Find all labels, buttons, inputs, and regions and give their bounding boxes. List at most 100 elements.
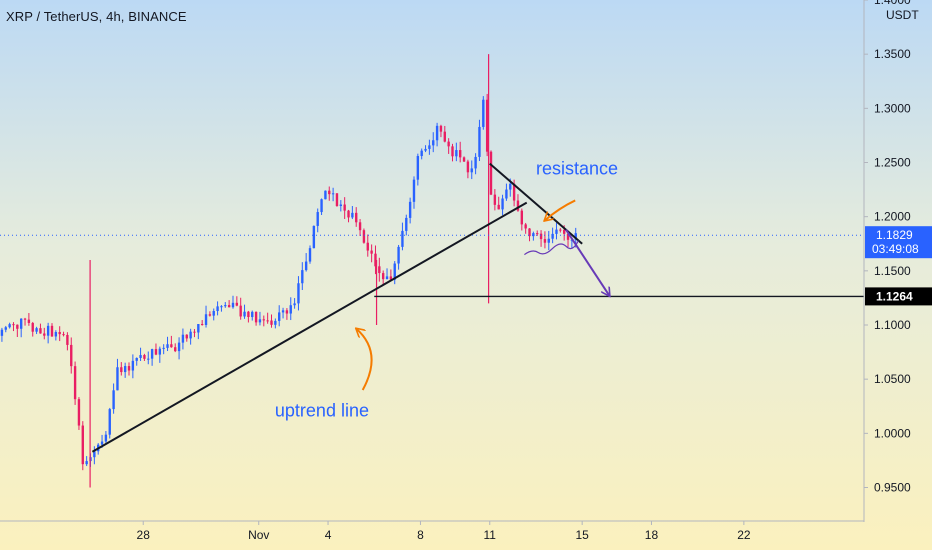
uptrend-label: uptrend line (275, 401, 369, 421)
current-price-value: 1.1829 (876, 228, 913, 242)
candle-body (12, 324, 15, 326)
candle-body (4, 327, 7, 330)
candle-body (516, 200, 520, 211)
resistance-pointer-arrow (544, 199, 576, 221)
candle-body (389, 276, 393, 280)
price-tick-label: 0.9500 (874, 481, 911, 495)
candle-body (239, 305, 242, 317)
candle-body (428, 145, 431, 149)
ticker-title: XRP / TetherUS, 4h, BINANCE (6, 9, 187, 24)
projection-arrow[interactable] (565, 229, 610, 297)
candle-body (424, 148, 427, 151)
candle-body (224, 305, 227, 307)
candle-body (262, 319, 265, 321)
level-price-badge (865, 287, 932, 306)
candle-body (451, 146, 454, 157)
candle-series (0, 54, 577, 488)
candle-body (70, 344, 73, 367)
candle-body (509, 183, 512, 190)
time-tick-label: 15 (575, 528, 589, 542)
uptrend-pointer-arrow (356, 328, 373, 391)
candle-body (278, 312, 281, 321)
candle-body (200, 324, 204, 326)
candle-body (85, 461, 88, 465)
candle-body (31, 322, 34, 332)
candle-body (539, 233, 543, 240)
candle-body (189, 331, 192, 339)
candle-body (131, 360, 135, 371)
candle-body (216, 306, 219, 312)
candle-body (112, 390, 115, 410)
candle-body (478, 126, 481, 157)
price-tick-label: 1.4000 (874, 0, 911, 7)
candle-body (405, 217, 408, 231)
candle-body (27, 319, 31, 323)
candle-body (505, 189, 508, 199)
candle-body (420, 150, 423, 157)
candle-body (154, 349, 158, 355)
price-tick-label: 1.2000 (874, 210, 911, 224)
candle-body (220, 306, 223, 308)
candle-body (270, 320, 273, 325)
candle-body (212, 311, 215, 316)
candle-body (443, 131, 446, 142)
candle-body (335, 193, 339, 207)
candle-body (266, 320, 269, 322)
candle-body (489, 151, 493, 195)
candle-body (566, 233, 570, 240)
candle-body (185, 334, 188, 339)
candle-body (162, 347, 165, 349)
candle-body (243, 311, 246, 317)
candle-body (174, 347, 177, 352)
candle-body (19, 318, 23, 329)
candle-body (274, 320, 277, 325)
candle-body (147, 358, 150, 360)
candle-countdown: 03:49:08 (872, 242, 919, 256)
candle-body (347, 210, 350, 218)
candle-body (158, 348, 162, 355)
candle-body (293, 303, 296, 306)
candle-body (247, 311, 250, 318)
candle-body (100, 441, 104, 445)
candle-body (127, 366, 131, 371)
candle-body (62, 334, 65, 336)
candle-body (324, 190, 327, 200)
candle-body (401, 230, 404, 247)
candle-body (362, 230, 366, 243)
candle-body (432, 140, 435, 146)
candle-body (370, 250, 373, 254)
candle-body (120, 367, 123, 373)
price-axis[interactable]: 1.4000 1.3500 1.3000 1.2500 1.2000 1.1500 1.10… (863, 0, 932, 550)
candle-body (374, 253, 377, 267)
candle-body (150, 349, 154, 359)
candle-body (351, 212, 354, 218)
candle-body (50, 325, 54, 337)
candle-body (328, 190, 331, 195)
candle-body (135, 357, 138, 361)
candle-body (43, 333, 46, 336)
candle-body (524, 224, 527, 229)
candle-body (208, 314, 212, 316)
candle-body (355, 212, 358, 223)
time-tick-label: 18 (645, 528, 659, 542)
candle-body (485, 99, 489, 152)
candle-body (447, 141, 450, 147)
candle-body (501, 198, 504, 210)
candle-body (231, 302, 235, 308)
candle-body (416, 156, 420, 180)
candle-body (66, 334, 69, 345)
candle-body (343, 204, 346, 211)
candle-body (358, 222, 362, 231)
candle-body (8, 324, 11, 328)
candle-body (116, 367, 119, 391)
candle-body (559, 229, 562, 231)
candle-body (281, 310, 285, 313)
candle-body (435, 125, 439, 141)
uptrend-line[interactable] (91, 201, 528, 453)
candle-body (555, 229, 558, 234)
candle-body (474, 156, 477, 169)
time-axis[interactable]: 28 Nov 4 8 11 15 18 22 (0, 520, 864, 542)
price-tick-label: 1.1500 (874, 264, 911, 278)
